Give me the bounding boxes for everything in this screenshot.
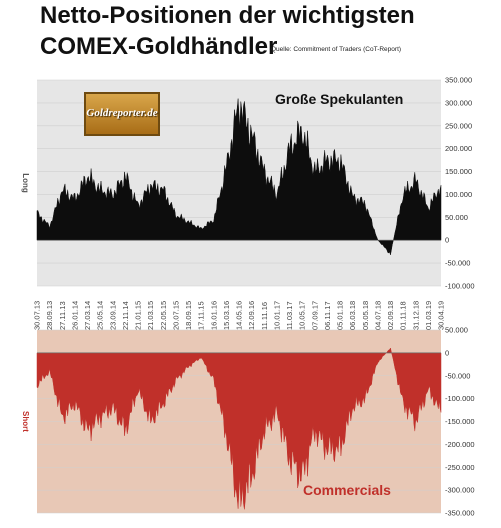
y-tick-label-0-0: 350.000	[445, 76, 472, 85]
x-tick-label-5: 25.05.14	[96, 301, 105, 330]
x-tick-label-8: 21.01.15	[134, 301, 143, 330]
y-tick-label-1-0: 50.000	[445, 326, 468, 335]
x-tick-label-19: 10.01.17	[272, 301, 281, 330]
y-tick-label-0-3: 200.000	[445, 144, 472, 153]
y-tick-label-0-1: 300.000	[445, 98, 472, 107]
x-tick-label-24: 05.01.18	[336, 301, 345, 330]
bottom-series-label: Commercials	[303, 482, 391, 498]
logo-text: Goldreporter.de	[86, 107, 158, 119]
x-tick-label-0: 30.07.13	[33, 301, 42, 330]
x-tick-label-14: 16.01.16	[209, 301, 218, 330]
chart-title-line1: Netto-Positionen der wichtigsten	[40, 2, 415, 29]
x-tick-label-3: 26.01.14	[70, 301, 79, 330]
x-tick-label-23: 06.11.17	[323, 301, 332, 330]
y-tick-label-1-7: -300.000	[445, 486, 475, 495]
x-tick-label-25: 06.03.18	[348, 301, 357, 330]
y-axis-label-1: Short	[21, 411, 30, 432]
x-tick-label-29: 01.11.18	[399, 301, 408, 330]
y-tick-label-1-2: -50.000	[445, 371, 470, 380]
x-tick-label-12: 18.09.15	[184, 301, 193, 330]
y-tick-label-0-8: -50.000	[445, 259, 470, 268]
x-tick-label-13: 17.11.15	[197, 301, 206, 330]
x-tick-label-22: 07.09.17	[310, 301, 319, 330]
y-tick-label-1-4: -150.000	[445, 417, 475, 426]
y-tick-label-1-3: -100.000	[445, 394, 475, 403]
y-tick-label-0-5: 100.000	[445, 190, 472, 199]
goldreporter-logo: Goldreporter.de	[84, 92, 160, 136]
x-tick-label-4: 27.03.14	[83, 301, 92, 330]
x-tick-label-10: 22.05.15	[159, 301, 168, 330]
area-series-1	[36, 347, 442, 510]
x-tick-label-28: 02.09.18	[386, 301, 395, 330]
y-tick-label-1-6: -250.000	[445, 463, 475, 472]
y-tick-label-0-6: 50.000	[445, 213, 468, 222]
x-tick-label-20: 11.03.17	[285, 301, 294, 330]
x-tick-label-1: 28.09.13	[45, 301, 54, 330]
x-tick-label-6: 23.09.14	[108, 301, 117, 330]
x-tick-label-7: 22.11.14	[121, 301, 130, 330]
chart-title-line2: COMEX-Goldhändler	[40, 33, 278, 60]
y-tick-label-1-8: -350.000	[445, 509, 475, 518]
x-tick-label-30: 31.12.18	[411, 301, 420, 330]
x-tick-label-26: 05.05.18	[361, 301, 370, 330]
x-tick-label-15: 15.03.16	[222, 301, 231, 330]
top-series-label: Große Spekulanten	[275, 91, 403, 107]
x-tick-label-2: 27.11.13	[58, 301, 67, 330]
x-tick-label-18: 11.11.16	[260, 302, 269, 330]
y-tick-label-1-5: -200.000	[445, 440, 475, 449]
y-tick-label-0-2: 250.000	[445, 121, 472, 130]
y-tick-label-0-7: 0	[445, 236, 449, 245]
area-series-0	[36, 98, 442, 255]
y-tick-label-0-4: 150.000	[445, 167, 472, 176]
x-tick-label-16: 14.05.16	[235, 301, 244, 330]
x-tick-label-11: 20.07.15	[171, 301, 180, 330]
x-tick-label-31: 01.03.19	[424, 301, 433, 330]
y-tick-label-1-1: 0	[445, 348, 449, 357]
source-note: Quelle: Commitment of Traders (CoT-Repor…	[271, 46, 402, 53]
x-tick-label-17: 12.09.16	[247, 301, 256, 330]
x-tick-label-21: 10.05.17	[298, 301, 307, 330]
x-tick-label-32: 30.04.19	[437, 301, 446, 330]
y-tick-label-0-9: -100.000	[445, 282, 475, 291]
x-tick-label-9: 21.03.15	[146, 301, 155, 330]
x-tick-label-27: 04.07.18	[373, 301, 382, 330]
y-axis-label-0: Long	[21, 173, 30, 193]
